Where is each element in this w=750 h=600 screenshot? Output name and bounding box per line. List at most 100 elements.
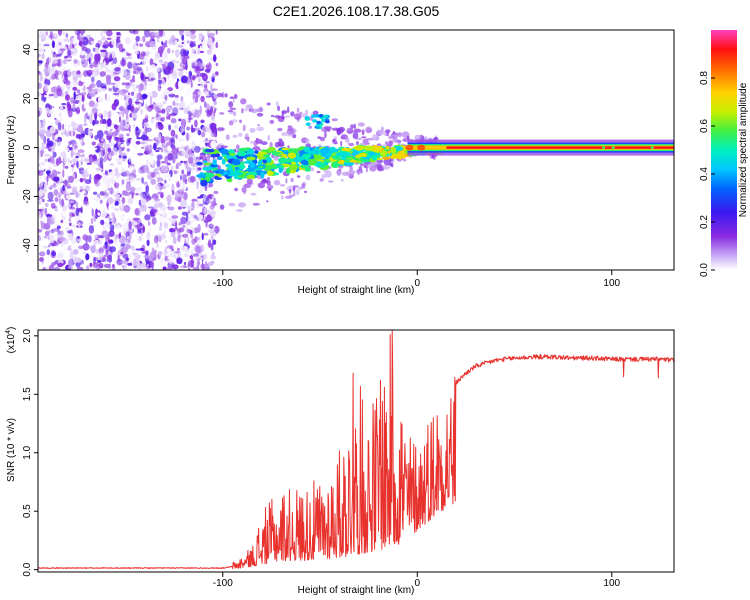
noise-speckle: [59, 48, 66, 51]
noise-speckle: [58, 49, 61, 54]
noise-speckle: [57, 262, 64, 268]
noise-speckle: [191, 198, 198, 202]
noise-speckle: [45, 31, 48, 36]
noise-speckle: [138, 102, 142, 111]
tone-band-core: [446, 146, 674, 149]
noise-speckle: [68, 201, 72, 205]
noise-speckle: [113, 99, 119, 107]
spectrogram-y-tick-label: 0: [22, 144, 33, 150]
noise-speckle: [62, 246, 67, 252]
signal-blob: [202, 166, 212, 171]
noise-speckle: [67, 203, 72, 208]
noise-speckle: [143, 129, 147, 136]
noise-speckle: [75, 191, 78, 198]
transition-speckle: [281, 116, 285, 120]
noise-speckle: [114, 70, 121, 74]
noise-speckle: [126, 122, 129, 124]
snr-y-label: SNR (10 * v/v): [6, 418, 17, 482]
snr-y-tick-label: 1.5: [22, 387, 33, 401]
noise-speckle: [154, 106, 160, 112]
noise-speckle: [82, 153, 85, 158]
noise-speckle: [139, 247, 145, 252]
noise-speckle: [109, 163, 115, 166]
noise-speckle: [76, 237, 79, 244]
noise-speckle: [116, 157, 123, 164]
noise-speckle: [156, 112, 159, 118]
transition-speckle: [270, 114, 275, 118]
noise-speckle: [125, 37, 131, 45]
noise-speckle: [99, 119, 103, 124]
noise-speckle: [182, 40, 187, 47]
noise-speckle: [43, 68, 49, 73]
noise-speckle: [186, 132, 189, 142]
noise-speckle: [130, 118, 135, 126]
transition-speckle: [367, 163, 375, 167]
noise-speckle: [64, 128, 71, 137]
noise-speckle: [158, 123, 164, 130]
noise-speckle: [78, 101, 82, 108]
noise-speckle: [122, 137, 126, 141]
signal-blob: [205, 172, 215, 178]
signal-blob: [247, 166, 255, 173]
noise-speckle: [138, 87, 141, 93]
noise-speckle: [62, 221, 68, 225]
transition-speckle: [349, 166, 354, 172]
signal-blob: [223, 171, 229, 175]
noise-speckle: [84, 112, 88, 119]
noise-speckle: [134, 76, 138, 86]
noise-speckle: [130, 91, 135, 96]
noise-speckle: [202, 39, 207, 47]
noise-speckle: [178, 227, 185, 233]
noise-speckle: [198, 252, 203, 260]
noise-speckle: [118, 113, 124, 116]
noise-speckle: [201, 232, 204, 241]
noise-speckle: [196, 107, 201, 110]
noise-speckle: [214, 137, 217, 144]
noise-speckle: [66, 101, 71, 108]
noise-speckle: [94, 135, 99, 140]
transition-speckle: [290, 111, 295, 117]
noise-speckle: [149, 58, 154, 66]
noise-speckle: [68, 211, 74, 218]
noise-speckle: [181, 41, 184, 45]
snr-x-tick-label: 0: [414, 578, 420, 589]
noise-speckle: [40, 34, 47, 41]
noise-speckle: [124, 240, 129, 245]
transition-speckle: [205, 155, 210, 162]
noise-speckle: [64, 165, 69, 169]
noise-speckle: [64, 179, 68, 187]
noise-speckle: [105, 44, 111, 47]
noise-speckle: [118, 147, 123, 156]
signal-blob: [265, 164, 272, 171]
noise-speckle: [104, 130, 109, 135]
transition-speckle: [325, 126, 332, 131]
noise-speckle: [101, 37, 105, 41]
noise-speckle: [195, 216, 199, 221]
noise-speckle: [97, 64, 103, 71]
noise-speckle: [83, 192, 88, 196]
noise-speckle: [131, 96, 136, 100]
noise-speckle: [48, 236, 55, 244]
transition-speckle: [266, 177, 271, 180]
noise-speckle: [82, 91, 87, 96]
transition-speckle: [250, 192, 257, 196]
noise-speckle: [163, 229, 166, 234]
signal-blob: [304, 166, 311, 172]
noise-speckle: [146, 159, 149, 167]
noise-speckle: [38, 60, 43, 64]
noise-speckle: [115, 243, 121, 246]
noise-speckle: [106, 37, 112, 40]
noise-speckle: [74, 144, 78, 149]
noise-speckle: [69, 222, 72, 227]
noise-speckle: [125, 182, 132, 192]
transition-speckle: [273, 179, 281, 186]
signal-blob: [262, 159, 267, 164]
snr-scale-prefix: (x10: [6, 333, 17, 353]
noise-speckle: [190, 80, 193, 88]
noise-speckle: [83, 177, 86, 182]
noise-speckle: [92, 191, 98, 195]
noise-speckle: [65, 94, 70, 101]
noise-speckle: [187, 36, 190, 43]
noise-speckle: [170, 139, 174, 143]
noise-speckle: [197, 156, 200, 162]
